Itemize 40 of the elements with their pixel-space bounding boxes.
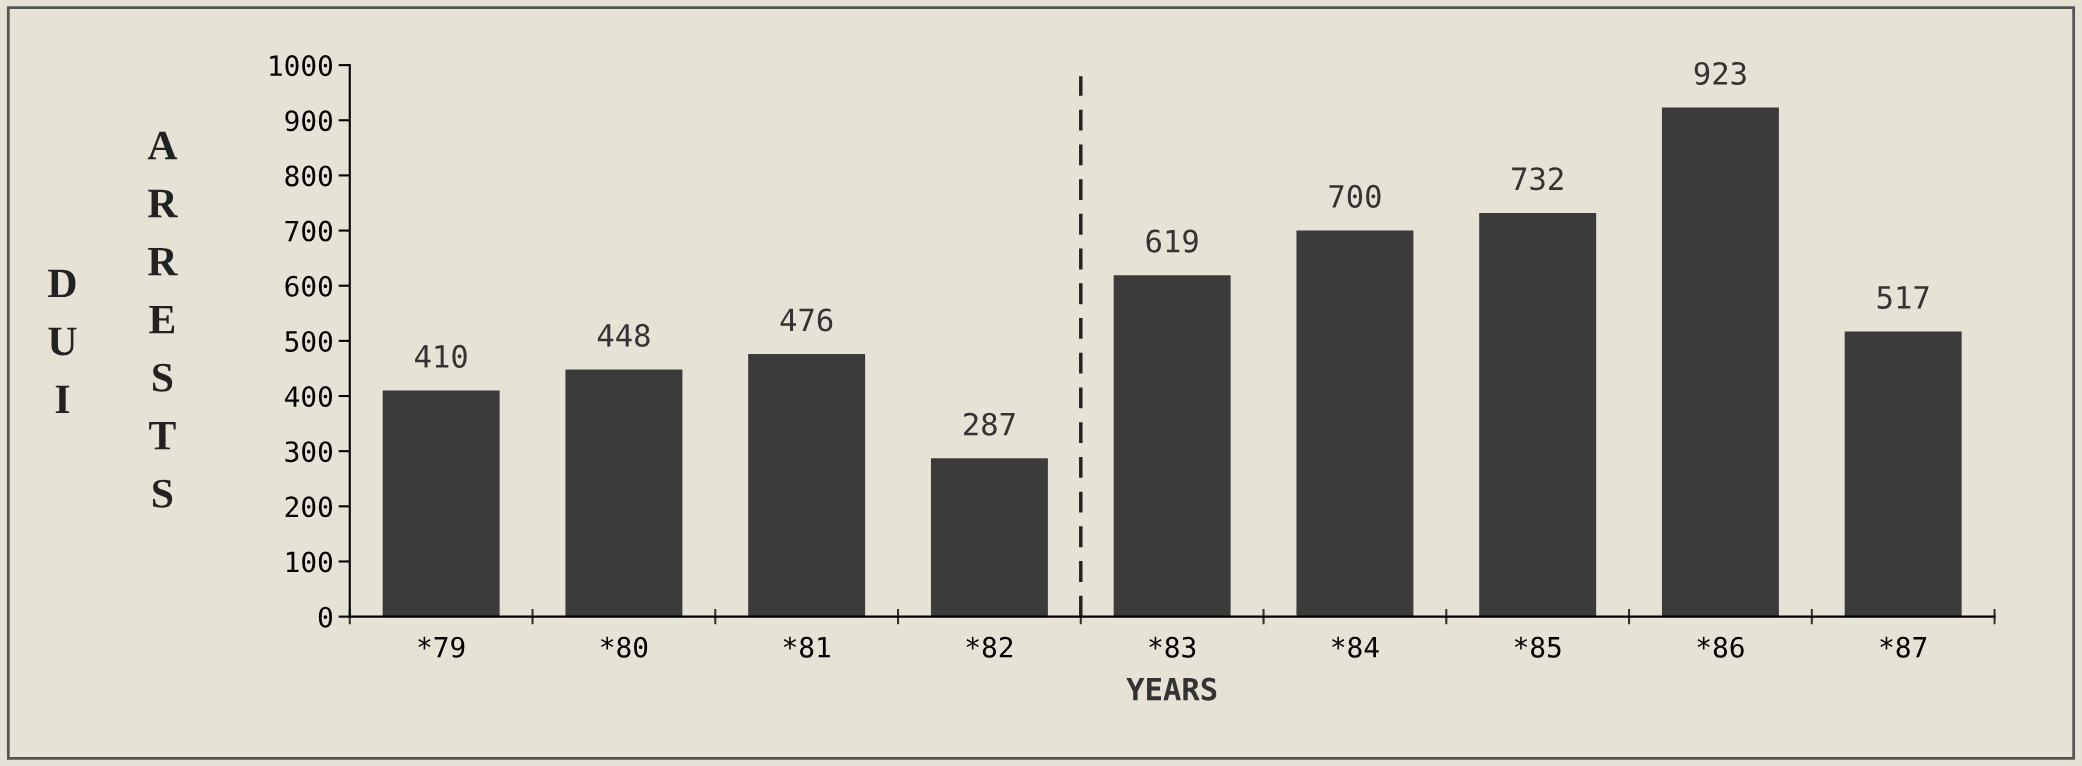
x-tick-label: *83: [1149, 636, 1196, 658]
y-tick-label: 0: [318, 606, 332, 628]
data-label: 448: [597, 323, 650, 347]
y-tick-label: 800: [285, 165, 332, 187]
x-tick-label: *86: [1697, 636, 1744, 658]
data-label: 476: [780, 308, 833, 332]
data-label: 619: [1146, 229, 1198, 253]
bar: [1661, 107, 1779, 617]
y-tick-label: 700: [285, 220, 332, 242]
y-tick-label: 900: [285, 110, 332, 132]
data-label: 410: [415, 344, 467, 368]
x-axis-title: YEARS: [1126, 677, 1217, 701]
data-label: 700: [1329, 184, 1381, 208]
y-tick-label: 1000: [270, 55, 332, 77]
bar: [930, 458, 1048, 617]
bar: [1844, 331, 1962, 617]
x-tick-label: *87: [1880, 636, 1927, 658]
y-tick-label: 100: [286, 551, 332, 573]
x-tick-label: *81: [783, 636, 830, 658]
y-tick-label: 600: [285, 275, 332, 297]
data-label: 517: [1877, 286, 1929, 309]
bar: [382, 390, 500, 617]
bar: [1296, 230, 1414, 617]
x-tick-label: *80: [601, 636, 648, 658]
data-label: 732: [1512, 167, 1563, 191]
data-label: 287: [964, 412, 1015, 436]
data-label: 923: [1694, 61, 1746, 85]
bar: [1479, 212, 1597, 617]
bar: [565, 369, 683, 617]
x-tick-label: *82: [966, 636, 1013, 658]
y-tick-label: 200: [285, 496, 332, 518]
y-tick-label: 400: [285, 386, 332, 408]
x-tick-label: *84: [1332, 636, 1379, 658]
bar: [1113, 275, 1231, 617]
y-tick-label: 300: [285, 441, 332, 463]
text: DUI ARRESTS: [48, 131, 178, 508]
y-tick-label: 500: [285, 330, 332, 352]
x-tick-label: *85: [1514, 636, 1561, 658]
bar: [748, 354, 866, 617]
x-tick-label: *79: [418, 636, 465, 658]
